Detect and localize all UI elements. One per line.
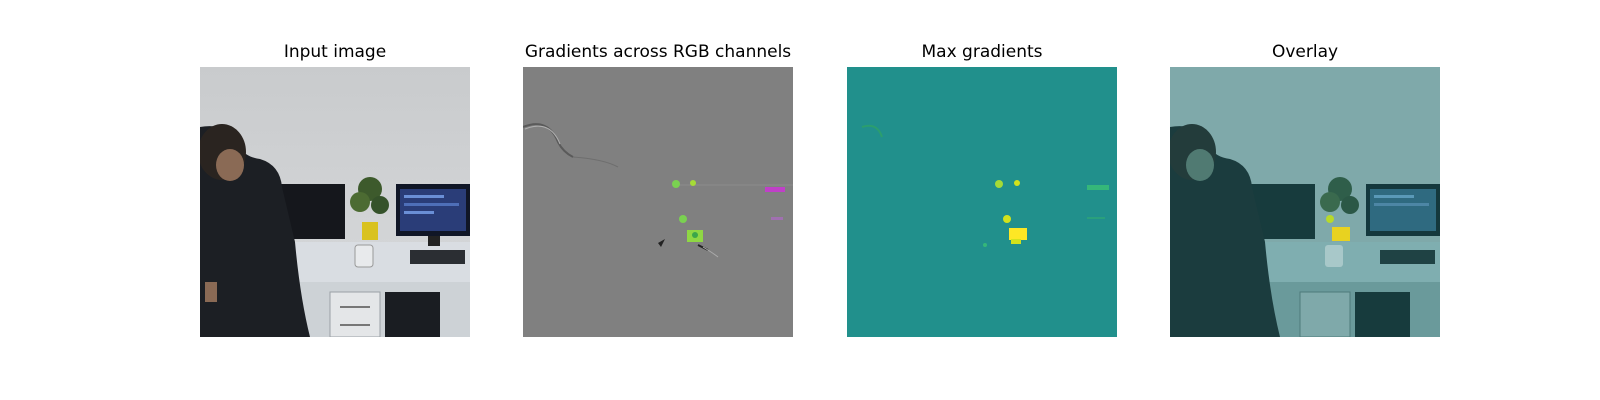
input-image-panel [200,67,470,337]
max-gradients-panel [847,67,1117,337]
panel-title-max-gradients: Max gradients [921,42,1043,62]
panel-title-overlay: Overlay [1271,42,1339,62]
panel-title-input-image: Input image [283,42,387,62]
gradients-rgb-panel [523,67,793,337]
max-gradients-image [847,67,1117,337]
input-image [200,67,470,337]
panel-title-gradients-rgb: Gradients across RGB channels [524,42,792,62]
overlay-panel [1170,67,1440,337]
overlay-image [1170,67,1440,337]
gradients-rgb-image [523,67,793,337]
